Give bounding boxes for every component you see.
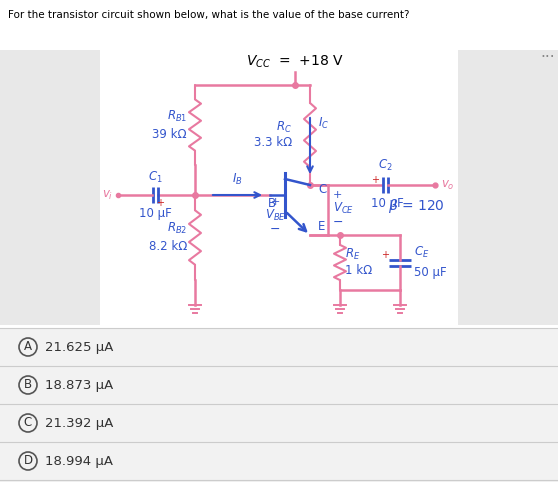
Text: B: B xyxy=(24,378,32,391)
Text: $\beta$ = 120: $\beta$ = 120 xyxy=(388,197,445,215)
Text: 18.994 μA: 18.994 μA xyxy=(45,455,113,468)
Bar xyxy=(458,50,558,325)
Text: 39 kΩ: 39 kΩ xyxy=(152,128,187,140)
Text: C: C xyxy=(318,183,326,196)
Text: $v_i$: $v_i$ xyxy=(102,188,113,201)
Text: A: A xyxy=(24,340,32,353)
Bar xyxy=(0,328,558,482)
Text: 50 μF: 50 μF xyxy=(414,266,446,279)
Text: +: + xyxy=(156,198,164,208)
Text: D: D xyxy=(23,455,32,468)
Text: 21.625 μA: 21.625 μA xyxy=(45,340,113,353)
Text: +: + xyxy=(371,175,379,185)
Text: $I_C$: $I_C$ xyxy=(318,116,329,131)
Text: For the transistor circuit shown below, what is the value of the base current?: For the transistor circuit shown below, … xyxy=(8,10,410,20)
Text: $R_{B2}$: $R_{B2}$ xyxy=(167,221,187,236)
Text: −: − xyxy=(333,216,344,229)
Text: $I_B$: $I_B$ xyxy=(232,172,243,187)
Text: $V_{BE}$: $V_{BE}$ xyxy=(264,208,286,223)
Text: +: + xyxy=(270,197,280,207)
Text: $C_2$: $C_2$ xyxy=(378,158,392,173)
Text: $R_E$: $R_E$ xyxy=(345,247,360,262)
Text: 1 kΩ: 1 kΩ xyxy=(345,264,372,277)
Text: ···: ··· xyxy=(541,50,555,65)
Text: +: + xyxy=(381,250,389,259)
Text: $R_C$: $R_C$ xyxy=(276,120,292,134)
Text: 10 μF: 10 μF xyxy=(371,197,403,210)
Bar xyxy=(0,50,100,325)
Text: C: C xyxy=(24,416,32,429)
Text: $R_{B1}$: $R_{B1}$ xyxy=(167,108,187,123)
Text: 21.392 μA: 21.392 μA xyxy=(45,416,113,429)
Text: 8.2 kΩ: 8.2 kΩ xyxy=(148,240,187,253)
Text: $v_o$: $v_o$ xyxy=(441,178,455,191)
Text: $C_1$: $C_1$ xyxy=(148,170,162,185)
Text: −: − xyxy=(270,223,280,236)
Text: 3.3 kΩ: 3.3 kΩ xyxy=(254,136,292,149)
Text: $C_E$: $C_E$ xyxy=(414,245,430,260)
Text: 10 μF: 10 μF xyxy=(138,206,171,219)
Text: B: B xyxy=(268,197,276,210)
Text: E: E xyxy=(318,220,325,233)
Text: +: + xyxy=(333,190,343,200)
Text: $V_{CE}$: $V_{CE}$ xyxy=(333,201,354,216)
Text: $V_{CC}$  =  +18 V: $V_{CC}$ = +18 V xyxy=(246,54,344,70)
Text: 18.873 μA: 18.873 μA xyxy=(45,378,113,391)
